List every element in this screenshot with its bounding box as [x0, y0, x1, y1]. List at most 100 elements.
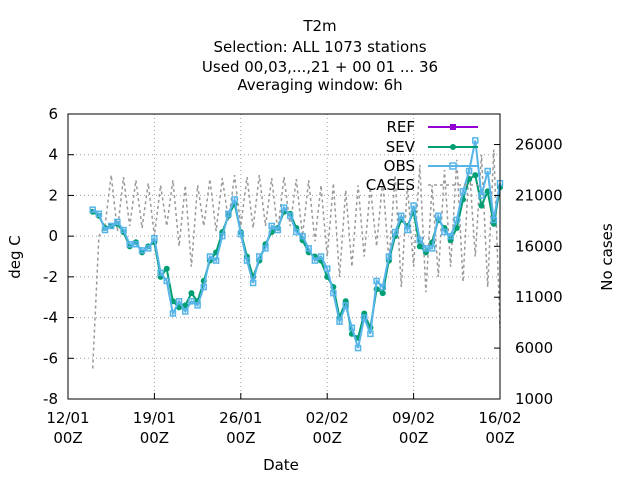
title-line-2: Selection: ALL 1073 stations	[213, 38, 426, 56]
legend-marker	[450, 144, 456, 150]
data-point	[256, 253, 263, 260]
data-point	[478, 202, 485, 209]
data-point	[249, 279, 257, 287]
y2-tick-label: 21000	[515, 186, 563, 204]
data-point	[188, 298, 195, 305]
data-point	[107, 222, 115, 230]
data-point	[428, 245, 436, 252]
data-point	[175, 298, 183, 305]
data-point	[373, 277, 380, 285]
title-line-4: Averaging window: 6h	[237, 76, 402, 94]
data-point	[398, 212, 405, 220]
data-point	[422, 245, 430, 252]
data-point	[305, 245, 312, 252]
data-point	[243, 257, 251, 264]
y2-axis-label: No cases	[598, 223, 616, 291]
data-point	[138, 247, 146, 254]
y-tick-label: 2	[48, 186, 58, 204]
data-point	[317, 253, 325, 260]
y2-tick-label: 1000	[515, 390, 553, 408]
data-point	[342, 302, 349, 309]
legend-label-sev: SEV	[386, 138, 416, 156]
plot-frame	[67, 113, 501, 400]
data-point	[293, 228, 300, 236]
x-tick-label-hour: 00Z	[140, 429, 169, 447]
grid	[68, 114, 500, 399]
data-point	[163, 277, 170, 285]
y-tick-label: -4	[43, 309, 58, 327]
data-point	[182, 302, 189, 309]
series-sev	[89, 172, 503, 341]
legend-marker	[449, 162, 457, 170]
data-point	[101, 226, 109, 234]
x-tick-label-date: 12/01	[46, 409, 89, 427]
data-point	[169, 310, 177, 317]
x-tick-label-hour: 00Z	[226, 429, 255, 447]
y-tick-label: 0	[48, 227, 58, 245]
series-line-cases	[91, 149, 501, 369]
y-tick-label: -6	[43, 349, 58, 367]
data-point	[311, 257, 319, 264]
data-point	[465, 167, 473, 175]
data-point	[330, 289, 337, 297]
title-line-1: T2m	[302, 17, 336, 35]
data-point	[435, 212, 442, 220]
series-obs	[89, 137, 504, 352]
data-point	[379, 283, 386, 291]
x-tick-label-hour: 00Z	[313, 429, 342, 447]
y2-tick-label: 26000	[515, 136, 563, 154]
data-point	[237, 230, 245, 238]
legend-marker	[450, 124, 456, 130]
legend-label-obs: OBS	[384, 157, 415, 175]
data-point	[163, 265, 170, 272]
data-point	[274, 226, 282, 234]
series-line-obs	[92, 140, 501, 349]
data-point	[262, 245, 269, 252]
data-point	[182, 308, 189, 315]
data-point	[206, 253, 214, 260]
data-point	[95, 210, 103, 217]
data-point	[472, 172, 479, 179]
data-point	[453, 216, 461, 224]
data-point	[472, 137, 479, 144]
title-line-3: Used 00,03,...,21 + 00 01 ... 36	[202, 58, 438, 76]
legend-label-cases: CASES	[366, 176, 415, 194]
series-layer	[89, 137, 504, 369]
data-point	[120, 226, 127, 234]
x-tick-label-hour: 00Z	[53, 429, 82, 447]
data-point	[225, 210, 232, 217]
x-tick-label-date: 16/02	[478, 409, 521, 427]
data-point	[391, 228, 399, 236]
y2-tick-label: 16000	[515, 237, 563, 255]
data-point	[478, 192, 485, 199]
data-point	[410, 202, 417, 209]
x-axis-label: Date	[263, 456, 299, 474]
data-point	[157, 269, 164, 277]
x-tick-label-date: 26/01	[219, 409, 262, 427]
data-point	[336, 318, 343, 325]
data-point	[360, 314, 368, 321]
data-point	[200, 283, 208, 291]
x-tick-label-date: 09/02	[392, 409, 435, 427]
data-point	[151, 234, 158, 242]
series-cases	[91, 149, 501, 369]
data-point	[268, 222, 275, 230]
y-tick-label: 6	[48, 105, 58, 123]
data-point	[219, 232, 226, 240]
data-point	[354, 344, 362, 352]
chart-title: T2m Selection: ALL 1073 stations Used 00…	[202, 17, 438, 94]
data-point	[348, 324, 356, 331]
x-tick-label-date: 02/02	[306, 409, 349, 427]
data-point	[188, 290, 195, 297]
series-line-sev	[92, 173, 501, 340]
data-point	[447, 232, 454, 240]
y-tick-label: -8	[43, 390, 58, 408]
y-tick-label: 4	[48, 146, 58, 164]
y2-tick-label: 6000	[515, 339, 553, 357]
y2-tick-label: 11000	[515, 288, 563, 306]
data-point	[490, 216, 498, 224]
data-point	[126, 241, 133, 248]
y-tick-label: -2	[43, 268, 58, 286]
data-point	[194, 302, 201, 309]
